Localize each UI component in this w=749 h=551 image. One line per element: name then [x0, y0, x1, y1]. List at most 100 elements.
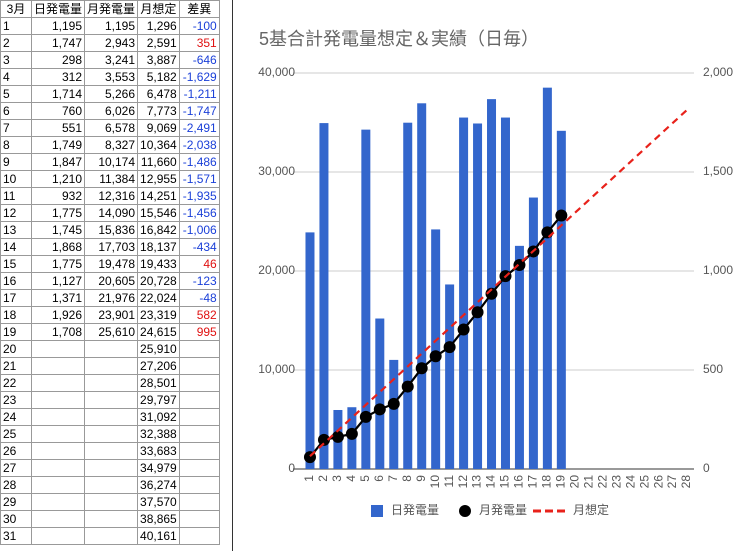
table-cell: -1,571	[178, 170, 220, 188]
x-tick-label: 19	[554, 475, 568, 489]
data-table: 3月 日発電量 月発電量 月想定 差異 1 1,195 1,195 1,296 -100 2 1,74…	[0, 0, 220, 545]
table-cell	[30, 493, 86, 511]
table-cell: -434	[178, 238, 220, 256]
table-cell: 27	[0, 459, 32, 477]
line-marker	[541, 226, 554, 239]
table-cell: 23,319	[137, 306, 180, 324]
bar	[403, 122, 413, 469]
table-cell: 10	[0, 170, 32, 188]
x-tick-label: 14	[484, 475, 498, 489]
table-cell: 1,127	[30, 272, 86, 290]
table-row: 13 1,745 15,836 16,842 -1,006	[0, 221, 220, 239]
table-row: 29 37,570	[0, 493, 220, 511]
line-marker	[373, 403, 386, 416]
table-cell: 20	[0, 340, 32, 358]
x-tick-label: 10	[428, 475, 442, 489]
x-tick-label: 1	[302, 475, 316, 482]
table-cell: -100	[178, 17, 220, 35]
table-row: 16 1,127 20,605 20,728 -123	[0, 272, 220, 290]
table-cell: 11	[0, 187, 32, 205]
table-cell	[84, 425, 139, 443]
x-tick-label: 13	[470, 475, 484, 489]
table-cell: 46	[178, 255, 220, 273]
line-marker	[401, 380, 414, 393]
table-cell: 25,610	[84, 323, 139, 341]
table-cell	[178, 340, 220, 358]
x-tick-label: 17	[526, 475, 540, 489]
table-cell: 7	[0, 119, 32, 137]
table-cell	[178, 476, 220, 494]
table-row: 3 298 3,241 3,887 -646	[0, 51, 220, 69]
table-cell: 30	[0, 510, 32, 528]
table-cell	[178, 374, 220, 392]
table-cell: 12	[0, 204, 32, 222]
table-cell: -1,211	[178, 85, 220, 103]
table-cell: 1,195	[84, 17, 139, 35]
table-row: 3月 日発電量 月発電量 月想定 差異	[0, 0, 220, 18]
table-cell: 6	[0, 102, 32, 120]
table-cell	[84, 357, 139, 375]
table-cell: 16,842	[137, 221, 180, 239]
table-cell: 3,241	[84, 51, 139, 69]
bar	[542, 87, 552, 469]
table-cell: 1,371	[30, 289, 86, 307]
table-cell: 1,714	[30, 85, 86, 103]
x-tick-label: 26	[651, 475, 665, 489]
x-tick-label: 18	[540, 475, 554, 489]
table-cell: 28,501	[137, 374, 180, 392]
table-cell	[178, 459, 220, 477]
table-cell: 日発電量	[30, 0, 86, 18]
table-cell: 932	[30, 187, 86, 205]
table-cell: 28	[0, 476, 32, 494]
line-marker	[345, 427, 358, 440]
table-cell	[178, 510, 220, 528]
x-tick-label: 15	[498, 475, 512, 489]
table-cell: 23	[0, 391, 32, 409]
table-cell: 582	[178, 306, 220, 324]
table-cell: 20,728	[137, 272, 180, 290]
table-row: 23 29,797	[0, 391, 220, 409]
table-row: 8 1,749 8,327 10,364 -2,038	[0, 136, 220, 154]
table-cell: 8,327	[84, 136, 139, 154]
table-cell: 6,578	[84, 119, 139, 137]
table-cell: 1,745	[30, 221, 86, 239]
table-cell: 14	[0, 238, 32, 256]
x-tick-label: 27	[665, 475, 679, 489]
table-cell: 1,708	[30, 323, 86, 341]
table-cell: 18	[0, 306, 32, 324]
table-row: 17 1,371 21,976 22,024 -48	[0, 289, 220, 307]
x-tick-label: 28	[679, 475, 693, 489]
table-cell: 2	[0, 34, 32, 52]
table-row: 14 1,868 17,703 18,137 -434	[0, 238, 220, 256]
table-cell: 995	[178, 323, 220, 341]
x-tick-label: 23	[609, 475, 623, 489]
table-cell: 12,955	[137, 170, 180, 188]
table-cell: 32,388	[137, 425, 180, 443]
table-row: 28 36,274	[0, 476, 220, 494]
table-cell	[84, 476, 139, 494]
table-cell: 34,979	[137, 459, 180, 477]
table-cell	[30, 391, 86, 409]
table-cell: 14,251	[137, 187, 180, 205]
line-marker	[555, 209, 568, 222]
bar	[487, 99, 497, 470]
table-cell: 1,868	[30, 238, 86, 256]
table-cell: -48	[178, 289, 220, 307]
table-cell	[30, 340, 86, 358]
table-cell: 760	[30, 102, 86, 120]
table-cell: 月発電量	[84, 0, 139, 18]
table-cell	[178, 493, 220, 511]
y2-tick-label: 2,000	[703, 65, 733, 79]
table-cell: 312	[30, 68, 86, 86]
chart-title: 5基合計発電量想定＆実績（日毎）	[259, 29, 539, 49]
table-cell	[30, 527, 86, 545]
table-cell: 15,836	[84, 221, 139, 239]
table-cell: 26	[0, 442, 32, 460]
bar	[431, 229, 441, 469]
x-tick-label: 21	[581, 475, 595, 489]
table-cell: 19,478	[84, 255, 139, 273]
line-marker	[429, 350, 442, 363]
table-row: 19 1,708 25,610 24,615 995	[0, 323, 220, 341]
y2-tick-label: 1,500	[703, 164, 733, 178]
x-tick-label: 9	[414, 475, 428, 482]
